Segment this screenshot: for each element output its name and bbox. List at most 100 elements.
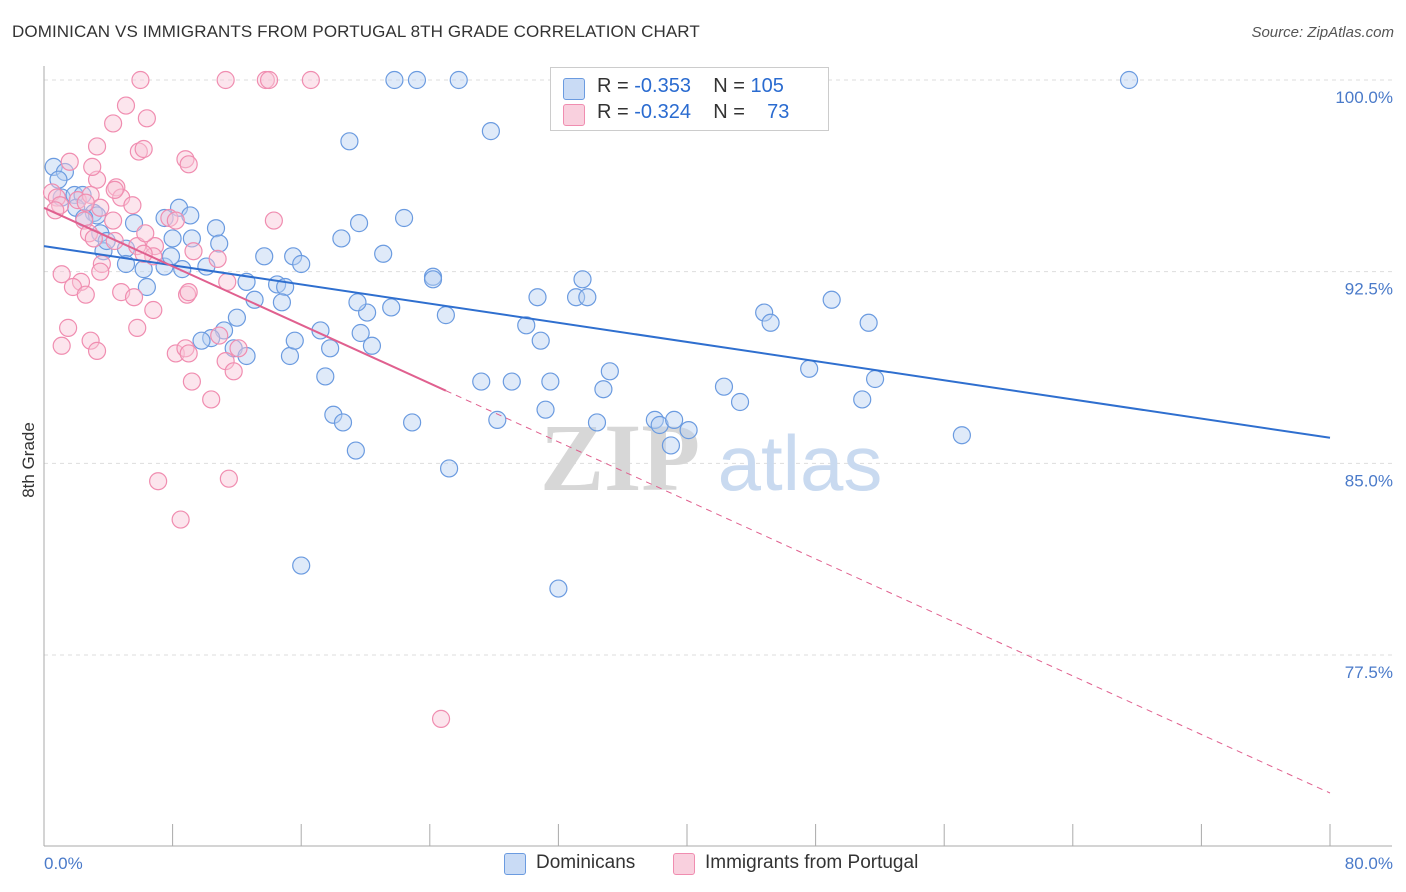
portugal-point xyxy=(50,196,70,215)
tick-labels: 100.0% 92.5% 85.0% 77.5% 0.0% 80.0% xyxy=(44,88,1393,873)
dominicans-point xyxy=(488,410,507,429)
dominicans-point xyxy=(163,229,182,248)
dominicans-point xyxy=(382,298,401,317)
dominicans-point xyxy=(853,390,872,409)
dominicans-point xyxy=(517,316,536,335)
dominicans-point xyxy=(210,234,229,253)
axes xyxy=(43,66,1392,847)
portugal-point xyxy=(76,193,95,212)
dominicans-point xyxy=(679,421,698,440)
dominicans-point xyxy=(346,441,365,460)
portugal-point xyxy=(149,472,168,491)
portugal-point xyxy=(83,157,102,176)
legend-r-value-portugal: -0.324 xyxy=(634,101,691,123)
portugal-point xyxy=(104,211,123,230)
portugal-point xyxy=(91,262,110,281)
portugal-point xyxy=(124,288,144,307)
y-axis-label: 8th Grade xyxy=(19,422,38,498)
dominicans-point xyxy=(822,290,841,309)
portugal-point xyxy=(171,510,190,529)
dominicans-point xyxy=(439,459,459,478)
portugal-point xyxy=(176,150,195,169)
dominicans-point xyxy=(859,313,878,332)
y-tick-label: 100.0% xyxy=(1335,88,1393,107)
y-tick-label: 92.5% xyxy=(1345,280,1393,299)
portugal-point xyxy=(137,109,156,128)
dominicans-point xyxy=(206,219,226,238)
legend-swatch-dominicans xyxy=(563,78,585,100)
dominicans-point xyxy=(449,70,468,90)
legend-r-label: R = xyxy=(597,101,629,123)
portugal-point xyxy=(87,341,107,360)
portugal-point xyxy=(128,318,147,337)
portugal-point xyxy=(87,137,107,156)
dominicans-point xyxy=(285,331,304,350)
portugal-point xyxy=(202,390,221,409)
legend-n-value-dominicans: 105 xyxy=(750,75,784,97)
dominicans-point xyxy=(192,331,211,350)
portugal-point xyxy=(184,242,203,261)
portugal-point xyxy=(229,339,248,358)
portugal-point xyxy=(134,139,153,159)
portugal-point xyxy=(259,70,279,90)
dominicans-point xyxy=(661,436,681,455)
chart-source: Source: ZipAtlas.com xyxy=(1251,24,1394,41)
dominicans-point xyxy=(531,331,550,350)
dominicans-point xyxy=(124,214,144,233)
dominicans-point xyxy=(481,122,500,141)
dominicans-point xyxy=(272,293,292,312)
portugal-point xyxy=(59,318,78,337)
legend-r-label: R = xyxy=(597,75,629,97)
chart-title: DOMINICAN VS IMMIGRANTS FROM PORTUGAL 8T… xyxy=(12,22,700,41)
portugal-point xyxy=(79,224,99,243)
trend-lines xyxy=(43,206,1331,794)
legend-swatch-portugal xyxy=(563,104,585,126)
dominicans-point xyxy=(528,288,547,307)
dominicans-point xyxy=(349,214,369,233)
portugal-point xyxy=(116,96,136,115)
portugal-point xyxy=(42,183,62,202)
y-tick-label: 85.0% xyxy=(1345,471,1393,490)
portugal-point xyxy=(136,224,155,243)
portugal-point xyxy=(131,70,150,90)
dominicans-point xyxy=(865,369,885,389)
series-dominicans-points xyxy=(44,70,1139,598)
dominicans-point xyxy=(502,372,521,391)
dominicans-point xyxy=(472,372,491,391)
gridlines xyxy=(44,79,1392,656)
dominicans-point xyxy=(600,362,619,381)
dominicans-point xyxy=(645,410,664,429)
dominicans-point xyxy=(351,323,370,343)
portugal-point xyxy=(129,142,148,161)
portugal-point xyxy=(144,300,163,320)
dominicans-point xyxy=(324,405,343,424)
dominicans-point xyxy=(549,579,568,598)
y-tick-label: 77.5% xyxy=(1345,663,1393,682)
dominicans-point xyxy=(436,306,455,325)
legend-r-value-dominicans: -0.353 xyxy=(634,75,691,97)
legend-n-label: N = xyxy=(713,75,745,97)
dominicans-point xyxy=(292,254,311,274)
dominicans-point xyxy=(714,377,734,396)
dominicans-point xyxy=(407,70,427,90)
bottom-legend-label-portugal: Immigrants from Portugal xyxy=(705,852,919,873)
dominicans-point xyxy=(578,288,597,307)
dominicans-point xyxy=(1119,70,1139,90)
legend-n-label: N = xyxy=(713,101,745,123)
portugal-point xyxy=(182,372,201,391)
portugal-point xyxy=(179,155,198,174)
portugal-point xyxy=(219,469,238,488)
dominicans-point xyxy=(587,413,607,432)
portugal-point xyxy=(52,336,71,355)
dominicans-point xyxy=(374,244,393,263)
portugal-point xyxy=(91,198,110,217)
portugal-point xyxy=(166,211,185,230)
x-tick-label: 80.0% xyxy=(1345,854,1393,873)
portugal-point xyxy=(76,285,95,304)
portugal-point xyxy=(264,211,283,230)
dominicans-point xyxy=(541,372,560,391)
dominicans-point xyxy=(650,415,669,435)
dominicans-point xyxy=(423,270,443,289)
portugal-point xyxy=(123,196,142,215)
